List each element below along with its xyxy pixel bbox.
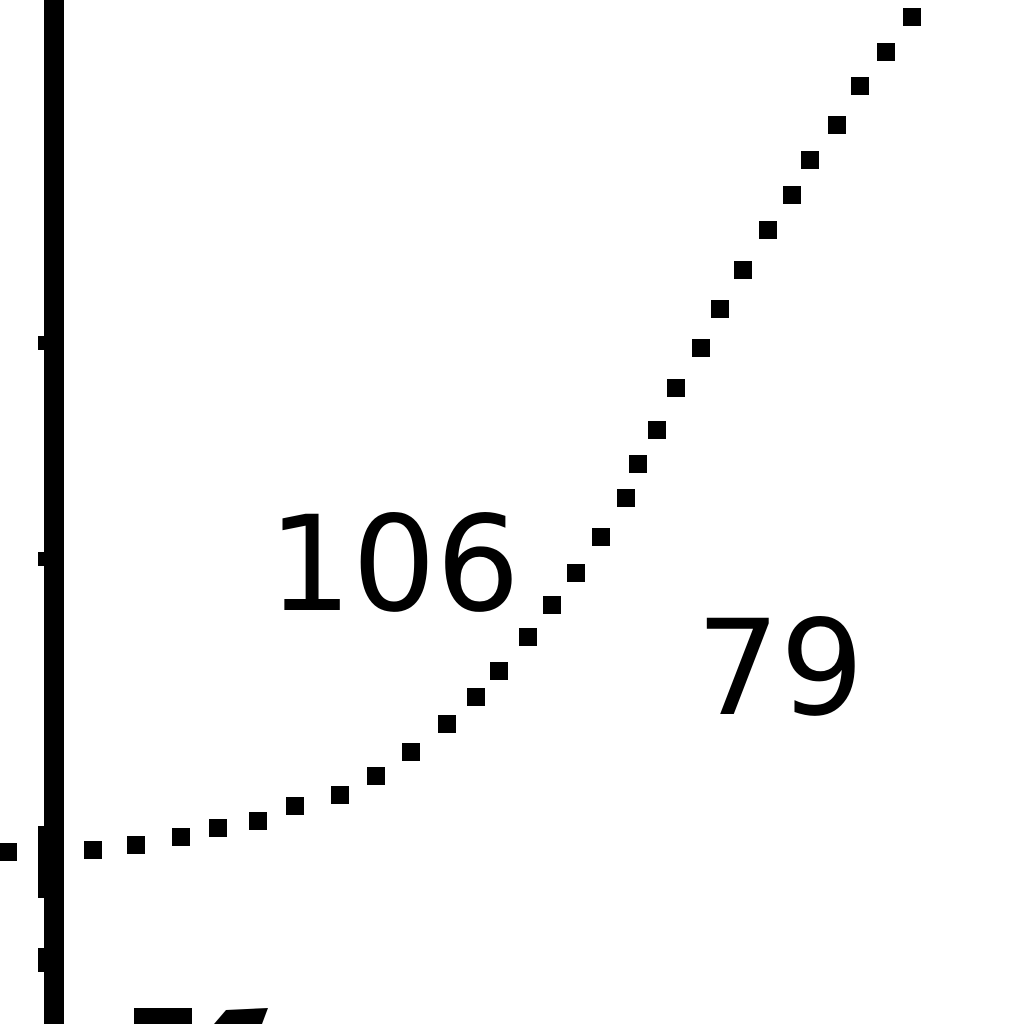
axis-tick [38,552,48,566]
region-label-106: 106 [268,488,520,642]
axis-tick [38,826,48,898]
curve-dot [367,767,385,785]
curve-dot [617,489,635,507]
curve-dot [629,455,647,473]
axis-tick [38,336,48,350]
curve-dot [172,828,190,846]
curve-dot [801,151,819,169]
curve-dot [592,528,610,546]
curve-dot [903,8,921,26]
curve-dot [692,339,710,357]
fragment-stroke [214,1008,268,1024]
curve-dot [734,261,752,279]
curve-dot [127,836,145,854]
curve-dot [543,596,561,614]
curve-dot [0,843,17,861]
curve-dot [567,564,585,582]
curve-dot [438,715,456,733]
curve-dot [828,116,846,134]
curve-dot [490,662,508,680]
curve-dot [648,421,666,439]
axis-line [44,0,64,1024]
curve-dot [667,379,685,397]
curve-dot [84,841,102,859]
curve-dot [286,797,304,815]
curve-dot [877,43,895,61]
dotted-curve [0,8,921,861]
curve-dot [467,688,485,706]
axis-tick [38,948,48,972]
curve-dot [711,300,729,318]
curve-dot [783,186,801,204]
curve-dot [759,221,777,239]
region-label-79: 79 [696,592,864,746]
curve-dot [851,77,869,95]
curve-dot [209,819,227,837]
curve-dot [249,812,267,830]
curve-dot [331,786,349,804]
curve-dot [402,743,420,761]
fragment-bar [134,1008,192,1024]
bottom-fragment [134,1008,268,1024]
vertical-axis [38,0,64,1024]
curve-dot [519,628,537,646]
